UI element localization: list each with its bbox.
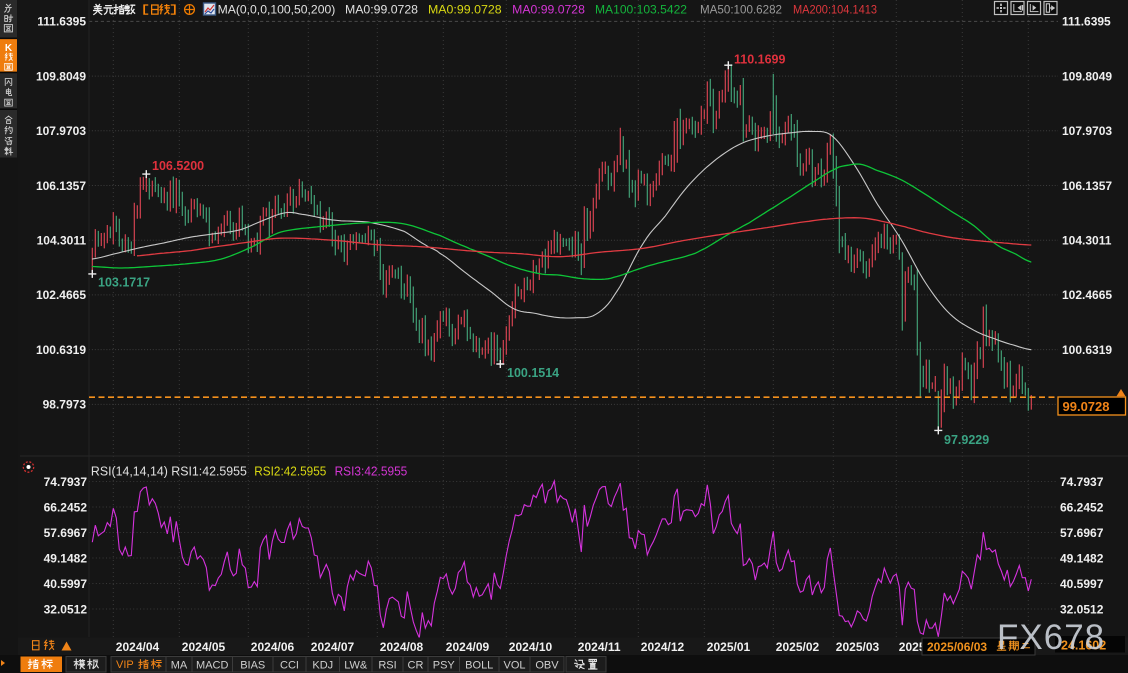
svg-text:107.9703: 107.9703: [36, 124, 86, 138]
svg-text:KDJ: KDJ: [312, 659, 333, 671]
svg-text:2025/06/03: 2025/06/03: [927, 640, 987, 654]
svg-text:107.9703: 107.9703: [1062, 124, 1112, 138]
svg-text:74.7937: 74.7937: [44, 475, 88, 489]
svg-text:74.7937: 74.7937: [1060, 475, 1104, 489]
svg-text:66.2452: 66.2452: [44, 500, 88, 514]
svg-text:MA0:99.0728: MA0:99.0728: [512, 3, 585, 17]
svg-text:2024/08: 2024/08: [380, 640, 424, 654]
svg-text:OBV: OBV: [535, 659, 559, 671]
svg-text:109.8049: 109.8049: [1062, 69, 1112, 83]
svg-text:97.9229: 97.9229: [944, 433, 989, 447]
svg-text:RSI: RSI: [378, 659, 396, 671]
svg-text:2025/01: 2025/01: [707, 640, 751, 654]
svg-text:BOLL: BOLL: [465, 659, 493, 671]
svg-text:RSI(14,14,14) RSI1:42.5955: RSI(14,14,14) RSI1:42.5955: [91, 463, 247, 478]
svg-text:MA50:100.6282: MA50:100.6282: [700, 3, 782, 17]
svg-text:2024/04: 2024/04: [116, 640, 160, 654]
svg-text:MA100:103.5422: MA100:103.5422: [595, 3, 687, 17]
svg-text:49.1482: 49.1482: [1060, 551, 1104, 565]
svg-text:2024/09: 2024/09: [446, 640, 490, 654]
svg-text:57.6967: 57.6967: [1060, 526, 1104, 540]
svg-text:102.4665: 102.4665: [36, 288, 86, 302]
svg-text:2025/02: 2025/02: [776, 640, 820, 654]
svg-text:MA0:99.0728: MA0:99.0728: [428, 3, 502, 17]
svg-text:109.8049: 109.8049: [36, 69, 86, 83]
svg-text:2024/11: 2024/11: [578, 640, 621, 654]
svg-text:100.1514: 100.1514: [507, 366, 559, 380]
svg-text:K: K: [5, 43, 13, 54]
svg-text:104.3011: 104.3011: [1062, 234, 1112, 248]
svg-text:104.3011: 104.3011: [37, 234, 87, 248]
svg-text:BIAS: BIAS: [240, 659, 265, 671]
svg-text:MACD: MACD: [196, 659, 228, 671]
svg-text:MA200:104.1413: MA200:104.1413: [793, 3, 877, 17]
svg-text:2024/05: 2024/05: [182, 640, 226, 654]
svg-text:49.1482: 49.1482: [44, 551, 88, 565]
svg-text:103.1717: 103.1717: [98, 276, 150, 290]
svg-text:LW&: LW&: [344, 659, 368, 671]
svg-text:106.1357: 106.1357: [1062, 179, 1112, 193]
svg-text:111.6395: 111.6395: [1062, 15, 1111, 29]
svg-text:VOL: VOL: [503, 659, 525, 671]
svg-text:111.6395: 111.6395: [37, 15, 86, 29]
svg-text:32.0512: 32.0512: [44, 602, 88, 616]
svg-text:CCI: CCI: [280, 659, 299, 671]
svg-text:RSI3:42.5955: RSI3:42.5955: [335, 463, 408, 478]
svg-text:106.5200: 106.5200: [152, 159, 204, 173]
svg-text:32.0512: 32.0512: [1060, 602, 1104, 616]
svg-text:99.0728: 99.0728: [1063, 399, 1110, 414]
svg-text:24.1602: 24.1602: [1061, 639, 1106, 653]
svg-text:110.1699: 110.1699: [734, 53, 785, 67]
svg-text:PSY: PSY: [433, 659, 456, 671]
svg-text:2025/03: 2025/03: [836, 640, 880, 654]
svg-text:CR: CR: [408, 659, 424, 671]
svg-text:106.1357: 106.1357: [36, 179, 86, 193]
svg-text:98.7973: 98.7973: [43, 398, 87, 412]
svg-text:2024/10: 2024/10: [509, 640, 553, 654]
svg-text:100.6319: 100.6319: [1062, 343, 1112, 357]
svg-text:2024/06: 2024/06: [251, 640, 295, 654]
svg-text:FX678: FX678: [997, 618, 1105, 657]
svg-text:MA: MA: [171, 659, 188, 671]
svg-text:40.5997: 40.5997: [1060, 577, 1104, 591]
svg-text:57.6967: 57.6967: [44, 526, 88, 540]
svg-text:66.2452: 66.2452: [1060, 500, 1104, 514]
svg-text:RSI2:42.5955: RSI2:42.5955: [254, 463, 326, 478]
svg-text:MA(0,0,0,100,50,200): MA(0,0,0,100,50,200): [218, 3, 336, 17]
svg-text:VIP: VIP: [116, 659, 134, 671]
svg-text:2024/12: 2024/12: [641, 640, 685, 654]
svg-text:100.6319: 100.6319: [36, 343, 86, 357]
svg-text:40.5997: 40.5997: [44, 577, 88, 591]
svg-text:2024/07: 2024/07: [311, 640, 355, 654]
svg-text:102.4665: 102.4665: [1062, 288, 1112, 302]
svg-text:MA0:99.0728: MA0:99.0728: [345, 3, 418, 17]
